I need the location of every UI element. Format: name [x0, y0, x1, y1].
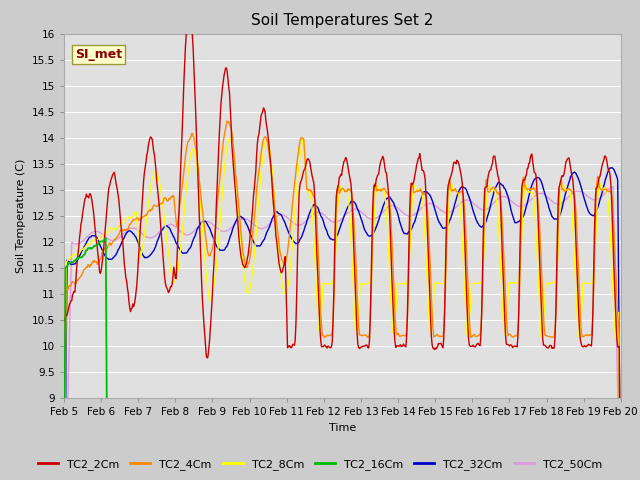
Text: SI_met: SI_met — [75, 48, 122, 61]
Title: Soil Temperatures Set 2: Soil Temperatures Set 2 — [252, 13, 433, 28]
Y-axis label: Soil Temperature (C): Soil Temperature (C) — [16, 159, 26, 273]
Legend: TC2_2Cm, TC2_4Cm, TC2_8Cm, TC2_16Cm, TC2_32Cm, TC2_50Cm: TC2_2Cm, TC2_4Cm, TC2_8Cm, TC2_16Cm, TC2… — [34, 455, 606, 474]
X-axis label: Time: Time — [329, 423, 356, 433]
